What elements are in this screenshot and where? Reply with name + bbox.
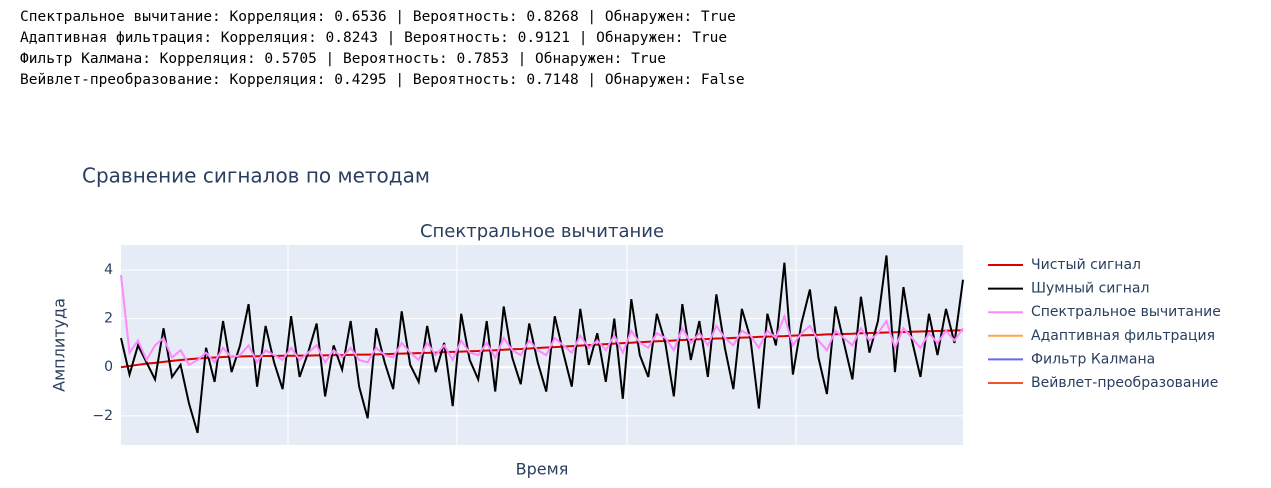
subplot-title: Спектральное вычитание <box>420 221 664 242</box>
legend-label: Адаптивная фильтрация <box>1031 328 1215 344</box>
x-axis-label: Время <box>516 460 569 479</box>
report-line: Вейвлет-преобразование: Корреляция: 0.42… <box>20 72 745 88</box>
legend-label: Спектральное вычитание <box>1031 304 1221 320</box>
report: Спектральное вычитание: Корреляция: 0.65… <box>20 7 745 91</box>
chart-title: Сравнение сигналов по методам <box>82 164 430 188</box>
plot-area <box>121 245 963 445</box>
y-tick-label: −2 <box>92 408 113 424</box>
legend-label: Шумный сигнал <box>1031 281 1149 297</box>
y-tick-label: 0 <box>104 359 113 375</box>
legend-label: Фильтр Калмана <box>1031 351 1155 367</box>
report-line: Спектральное вычитание: Корреляция: 0.65… <box>20 9 736 25</box>
legend-label: Вейвлет-преобразование <box>1031 375 1218 391</box>
report-line: Адаптивная фильтрация: Корреляция: 0.824… <box>20 30 728 46</box>
report-line: Фильтр Калмана: Корреляция: 0.5705 | Вер… <box>20 51 667 67</box>
y-tick-label: 2 <box>104 311 113 327</box>
y-axis-label: Амплитуда <box>50 298 69 392</box>
series-line <box>120 274 964 367</box>
y-tick-label: 4 <box>104 262 113 278</box>
legend-label: Чистый сигнал <box>1031 257 1141 273</box>
